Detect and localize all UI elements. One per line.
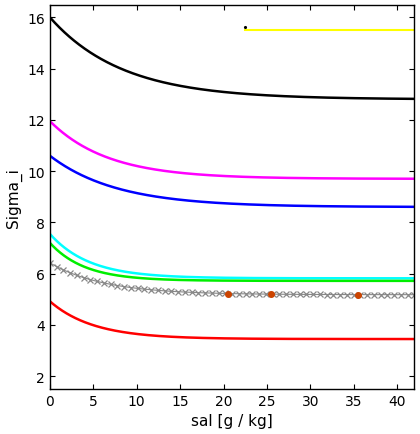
X-axis label: sal [g / kg]: sal [g / kg] [191,414,273,428]
Y-axis label: Sigma_i: Sigma_i [5,168,22,227]
